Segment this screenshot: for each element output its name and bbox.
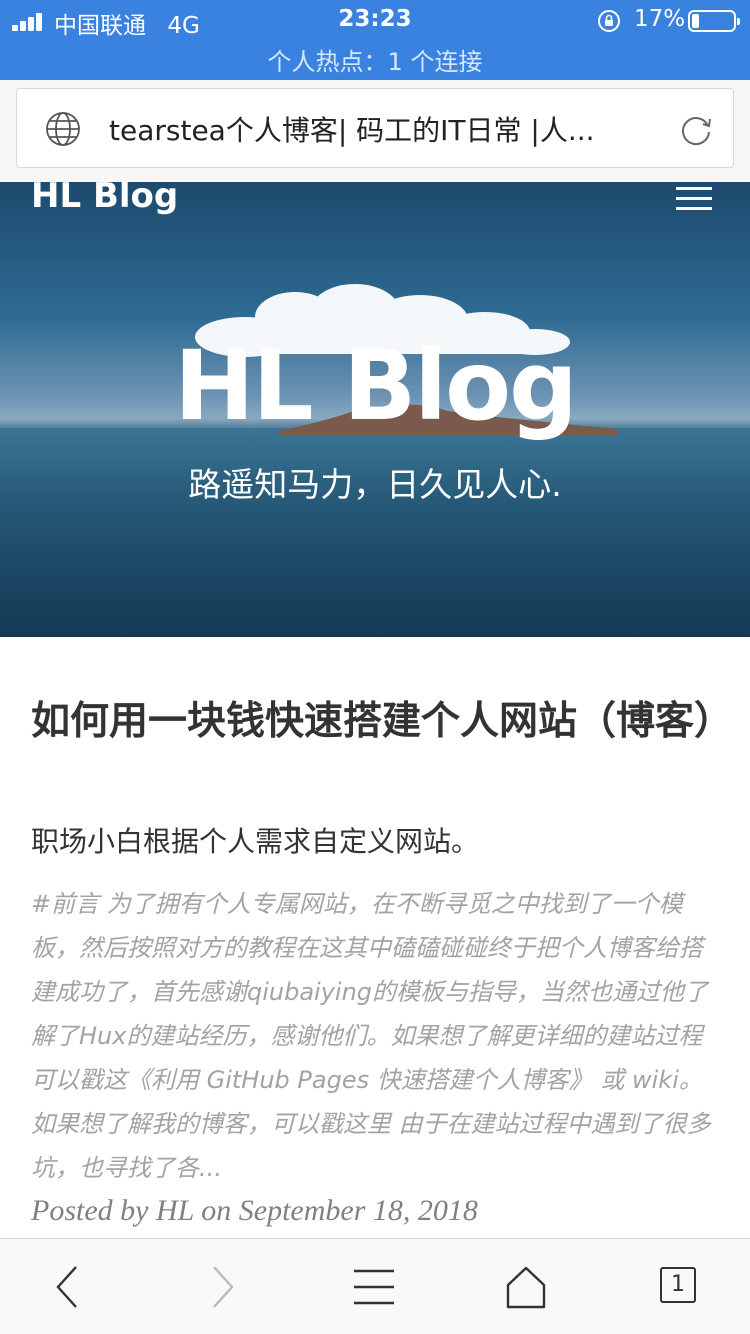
home-icon[interactable] (502, 1265, 550, 1309)
back-icon[interactable] (44, 1265, 92, 1309)
browser-address-area: tearstea个人博客| 码工的IT日常 |人... (0, 80, 750, 182)
hotspot-banner[interactable]: 个人热点：1 个连接 (267, 48, 483, 76)
status-bar: 中国联通 4G 23:23 17% 个人热点：1 个连接 (0, 0, 750, 80)
carrier-name: 中国联通 (54, 13, 146, 39)
menu-icon[interactable] (350, 1265, 398, 1309)
forward-icon[interactable] (198, 1265, 246, 1309)
hero-island (278, 404, 618, 435)
battery-percent: 17% (634, 6, 686, 32)
hero-sea (0, 428, 750, 637)
post-excerpt[interactable]: #前言 为了拥有个人专属网站，在不断寻觅之中找到了一个模板，然后按照对方的教程在… (31, 890, 711, 1182)
carrier-info: 中国联通 4G (54, 6, 200, 40)
hamburger-menu-icon[interactable] (676, 187, 712, 211)
globe-icon (46, 112, 80, 146)
network-type: 4G (167, 13, 200, 39)
battery-level (692, 14, 699, 28)
battery-icon (688, 10, 740, 32)
rotation-lock-icon (598, 10, 620, 32)
address-text[interactable]: tearstea个人博客| 码工的IT日常 |人... (109, 114, 595, 147)
post-meta: Posted by HL on September 18, 2018 (31, 1194, 478, 1227)
reload-icon[interactable] (677, 111, 715, 149)
signal-icon (12, 13, 46, 31)
status-row: 中国联通 4G 23:23 17% (0, 0, 750, 42)
address-bar[interactable]: tearstea个人博客| 码工的IT日常 |人... (16, 88, 734, 168)
tab-count: 1 (660, 1267, 696, 1303)
hero-cloud (195, 284, 570, 357)
clock: 23:23 (338, 6, 412, 32)
browser-toolbar: 1 (0, 1238, 750, 1334)
hero-title: HL Blog (174, 330, 578, 442)
hero-subtitle: 路遥知马力，日久见人心. (188, 465, 562, 504)
post-title[interactable]: 如何用一块钱快速搭建个人网站（博客） (31, 699, 734, 744)
post-subtitle[interactable]: 职场小白根据个人需求自定义网站。 (31, 825, 480, 858)
nav-brand[interactable]: HL Blog (31, 182, 179, 216)
tabs-icon[interactable]: 1 (654, 1265, 702, 1309)
hero-header: HL Blog HL Blog 路遥知马力，日久见人心. (0, 182, 750, 637)
